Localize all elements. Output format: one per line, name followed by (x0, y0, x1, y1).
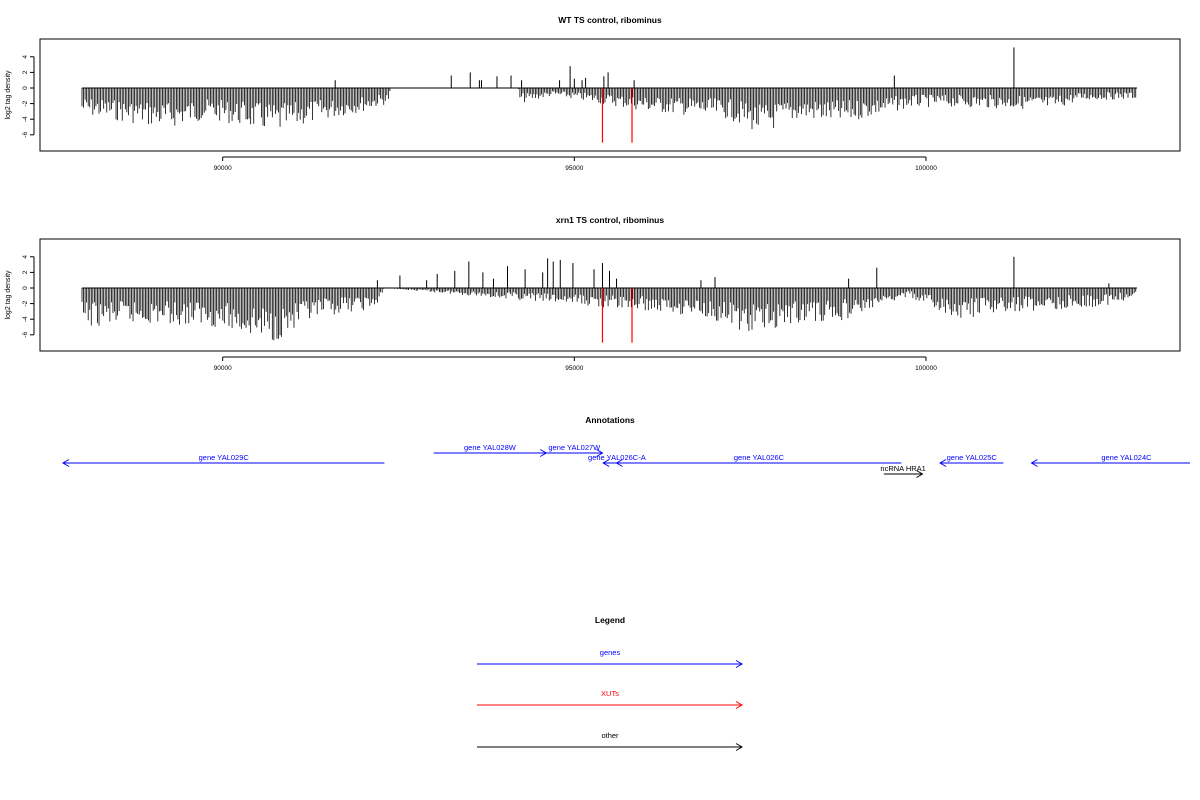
bar-layer (81, 256, 1137, 343)
plot-frame (39, 238, 1181, 352)
y-tick-label: 4 (22, 55, 29, 59)
arrow-head-icon (1030, 459, 1038, 467)
y-tick-label: -4 (22, 316, 29, 322)
arrow-head-icon (602, 459, 610, 467)
annotation-feature: gene YAL027W (546, 443, 604, 457)
annotation-feature: gene YAL028W (433, 443, 548, 457)
arrow-head-icon (596, 449, 604, 457)
x-tick-label: 90000 (214, 165, 232, 172)
y-tick-label: -2 (22, 300, 29, 306)
panel-title: xrn1 TS control, ribominus (556, 215, 664, 225)
y-tick-label: 2 (22, 270, 29, 274)
arrow-head-icon (615, 459, 623, 467)
feature-label: ncRNA HRA1 (880, 464, 925, 473)
y-tick-label: -6 (22, 332, 29, 338)
feature-label: gene YAL024C (1101, 453, 1152, 462)
annotation-feature: gene YAL025C (939, 453, 1004, 467)
legend-label: other (601, 731, 619, 740)
annotation-feature: ncRNA HRA1 (880, 464, 926, 478)
x-tick-label: 95000 (565, 365, 583, 372)
annotation-feature: gene YAL029C (62, 453, 385, 467)
y-tick-label: -4 (22, 116, 29, 122)
axes-layer: 4 2 0 -2 -4 -6 90000 95000 100000 (22, 55, 937, 172)
arrow-head-icon (735, 701, 743, 709)
annotations-title: Annotations (585, 415, 635, 425)
y-axis-label: log2 tag density (5, 270, 12, 320)
feature-label: gene YAL029C (199, 453, 250, 462)
x-tick-label: 95000 (565, 165, 583, 172)
arrow-head-icon (735, 743, 743, 751)
y-tick-label: 0 (22, 286, 29, 290)
axes-layer: 4 2 0 -2 -4 -6 90000 95000 100000 (22, 255, 937, 372)
arrow-head-icon (916, 470, 924, 478)
panel-wt: WT TS control, ribominus log2 tag densit… (5, 15, 1181, 172)
legend-item: other (477, 731, 743, 751)
x-tick-label: 100000 (915, 365, 937, 372)
annotation-feature: gene YAL026C (615, 453, 902, 467)
panel-title: WT TS control, ribominus (558, 15, 662, 25)
panel-xrn1: xrn1 TS control, ribominus log2 tag dens… (5, 215, 1181, 372)
annotation-feature: gene YAL026C-A (588, 453, 646, 467)
arrow-head-icon (62, 459, 70, 467)
legend-label: genes (600, 648, 621, 657)
arrow-head-icon (735, 660, 743, 668)
legend-item: genes (477, 648, 743, 668)
y-tick-label: 2 (22, 70, 29, 74)
legend-item: XUTs (477, 689, 743, 709)
bar-layer (81, 47, 1137, 143)
legend-panel: Legend genes XUTs other (477, 615, 743, 751)
feature-label: gene YAL027W (548, 443, 601, 452)
x-tick-label: 100000 (915, 165, 937, 172)
y-tick-label: -2 (22, 100, 29, 106)
feature-label: gene YAL026C (734, 453, 785, 462)
y-tick-label: 4 (22, 255, 29, 259)
plot-frame (39, 38, 1181, 152)
feature-label: gene YAL025C (947, 453, 998, 462)
legend-label: XUTs (601, 689, 619, 698)
annotation-feature: gene YAL024C (1030, 453, 1190, 467)
legend-title: Legend (595, 615, 625, 625)
arrow-head-icon (939, 459, 947, 467)
y-tick-label: -6 (22, 132, 29, 138)
x-tick-label: 90000 (214, 365, 232, 372)
annotations-panel: Annotations gene YAL029C gene YAL028W gene… (62, 415, 1190, 478)
legend-items: genes XUTs other (477, 648, 743, 751)
y-axis-label: log2 tag density (5, 70, 12, 120)
y-tick-label: 0 (22, 86, 29, 90)
feature-label: gene YAL028W (464, 443, 517, 452)
feature-label: gene YAL026C-A (588, 453, 646, 462)
